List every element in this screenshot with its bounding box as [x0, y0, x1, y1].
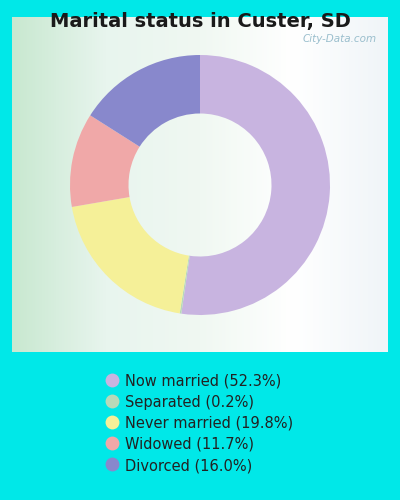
Wedge shape [70, 116, 140, 207]
Wedge shape [181, 55, 330, 315]
Text: Marital status in Custer, SD: Marital status in Custer, SD [50, 12, 350, 31]
Text: City-Data.com: City-Data.com [302, 34, 377, 44]
Wedge shape [90, 55, 200, 146]
Wedge shape [180, 256, 190, 314]
Wedge shape [72, 197, 189, 314]
Legend: Now married (52.3%), Separated (0.2%), Never married (19.8%), Widowed (11.7%), D: Now married (52.3%), Separated (0.2%), N… [106, 374, 294, 473]
